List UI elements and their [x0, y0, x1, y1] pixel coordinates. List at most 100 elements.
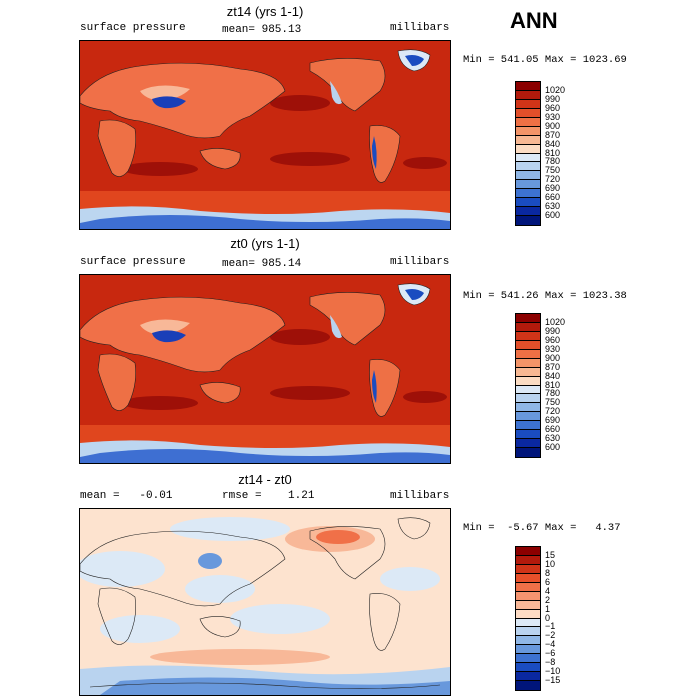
subtropical-high-south — [122, 396, 198, 410]
colorbar-swatch — [516, 600, 540, 610]
colorbar-swatch — [516, 216, 540, 225]
colorbar-swatch — [516, 82, 540, 91]
colorbar-swatch — [516, 340, 540, 350]
colorbar-label: 15 — [545, 549, 556, 560]
colorbar-swatch — [516, 421, 540, 431]
colorbar-label: 720 — [545, 406, 561, 417]
greenland-outline — [397, 517, 431, 540]
antarctica-low — [80, 449, 450, 463]
south-america-outline — [369, 593, 401, 651]
colorbar-swatch — [516, 627, 540, 637]
colorbar-label: 600 — [545, 442, 561, 453]
colorbar-label: 780 — [545, 388, 561, 399]
panel3-units: millibars — [390, 490, 450, 502]
diff-neg-3 — [185, 575, 255, 603]
subtropical-high-atlantic — [403, 157, 447, 169]
panel1-stats: Min = 541.05 Max = 1023.69 — [463, 54, 627, 66]
panel1-map — [79, 40, 451, 230]
colorbar-label: 810 — [545, 147, 561, 158]
colorbar-label: 0 — [545, 612, 551, 623]
colorbar-swatch — [516, 99, 540, 109]
colorbar-swatch — [516, 654, 540, 664]
panel2-stats: Min = 541.26 Max = 1023.38 — [463, 290, 627, 302]
rockies — [330, 315, 342, 339]
colorbar-swatch — [516, 153, 540, 163]
colorbar-label: 810 — [545, 379, 561, 390]
colorbar-label: 870 — [545, 361, 561, 372]
africa-land — [97, 353, 136, 411]
colorbar-label: 750 — [545, 165, 561, 176]
colorbar-swatch — [516, 663, 540, 673]
colorbar-swatch — [516, 331, 540, 341]
colorbar-label: 750 — [545, 397, 561, 408]
colorbar-label: 4 — [545, 585, 551, 596]
diff-neg-core — [198, 553, 222, 569]
colorbar-swatch — [516, 376, 540, 386]
colorbar-swatch — [516, 555, 540, 565]
colorbar-label: 930 — [545, 343, 561, 354]
colorbar-label: 2 — [545, 594, 551, 605]
colorbar-label: 1020 — [545, 84, 566, 95]
colorbar-swatch — [516, 144, 540, 154]
colorbar-swatch — [516, 171, 540, 181]
panel1-mean: mean= 985.13 — [222, 24, 302, 36]
colorbar-swatch — [516, 108, 540, 118]
panel2-mean: mean= 985.14 — [222, 258, 302, 270]
colorbar-swatch — [516, 90, 540, 100]
panel3-stats: Min = -5.67 Max = 4.37 — [463, 522, 621, 534]
colorbar-label: 600 — [545, 210, 561, 221]
diff-south-neg-core — [100, 677, 450, 695]
colorbar-swatch — [516, 564, 540, 574]
tibet-low — [152, 96, 186, 109]
colorbar-label: −8 — [545, 657, 556, 668]
colorbar-swatch — [516, 322, 540, 332]
colorbar-label: −6 — [545, 648, 556, 659]
panel1-colorbar — [515, 81, 541, 226]
diff-neg-1 — [170, 517, 290, 541]
colorbar-swatch — [516, 681, 540, 690]
central-asia-plateau — [140, 319, 190, 335]
subtropical-high-south — [122, 162, 198, 176]
panel1-map-svg — [80, 41, 450, 229]
colorbar-label: 690 — [545, 415, 561, 426]
diff-pos-2 — [150, 649, 330, 665]
colorbar-swatch — [516, 394, 540, 404]
colorbar-swatch — [516, 358, 540, 368]
colorbar-label: 1 — [545, 603, 551, 614]
colorbar-label: −10 — [545, 666, 561, 677]
colorbar-swatch — [516, 618, 540, 628]
colorbar-label: −2 — [545, 630, 556, 641]
panel3-mean: mean = -0.01 — [80, 490, 173, 502]
rockies — [330, 81, 342, 105]
panel2-left-label: surface pressure — [80, 256, 186, 268]
colorbar-swatch — [516, 367, 540, 377]
colorbar-swatch — [516, 385, 540, 395]
colorbar-label: 630 — [545, 201, 561, 212]
australia-land — [199, 148, 241, 170]
panel2-colorbar — [515, 313, 541, 458]
colorbar-swatch — [516, 135, 540, 145]
panel1-title: zt14 (yrs 1-1) — [226, 4, 304, 19]
colorbar-swatch — [516, 430, 540, 440]
colorbar-label: 990 — [545, 325, 561, 336]
colorbar-label: 1020 — [545, 316, 566, 327]
diff-neg-4 — [230, 604, 330, 634]
antarctica-outline — [89, 682, 441, 689]
panel3-colorbar — [515, 546, 541, 691]
colorbar-swatch — [516, 645, 540, 655]
africa-land — [97, 119, 136, 177]
colorbar-swatch — [516, 591, 540, 601]
andes-low — [372, 136, 377, 169]
colorbar-label: 840 — [545, 138, 561, 149]
subtropical-high-north-pacific — [270, 329, 330, 345]
colorbar-swatch — [516, 636, 540, 646]
subtropical-high-south-pacific — [270, 152, 350, 166]
colorbar-label: 10 — [545, 558, 556, 569]
colorbar-swatch — [516, 573, 540, 583]
colorbar-label: 720 — [545, 174, 561, 185]
colorbar-label: 6 — [545, 576, 551, 587]
colorbar-label: 690 — [545, 183, 561, 194]
greenland-low — [405, 289, 424, 300]
south-america-land — [369, 359, 401, 417]
greenland-low — [405, 55, 424, 66]
